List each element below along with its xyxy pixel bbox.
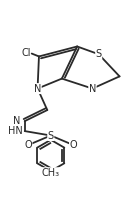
Text: CH₃: CH₃ xyxy=(42,168,60,178)
Text: N: N xyxy=(34,83,41,94)
Text: O: O xyxy=(70,140,77,150)
Text: N: N xyxy=(13,116,20,126)
Text: S: S xyxy=(96,49,102,59)
Text: O: O xyxy=(24,140,32,150)
Text: S: S xyxy=(48,131,54,141)
Text: Cl: Cl xyxy=(22,48,31,58)
Text: HN: HN xyxy=(8,126,23,136)
Text: N: N xyxy=(89,83,96,94)
